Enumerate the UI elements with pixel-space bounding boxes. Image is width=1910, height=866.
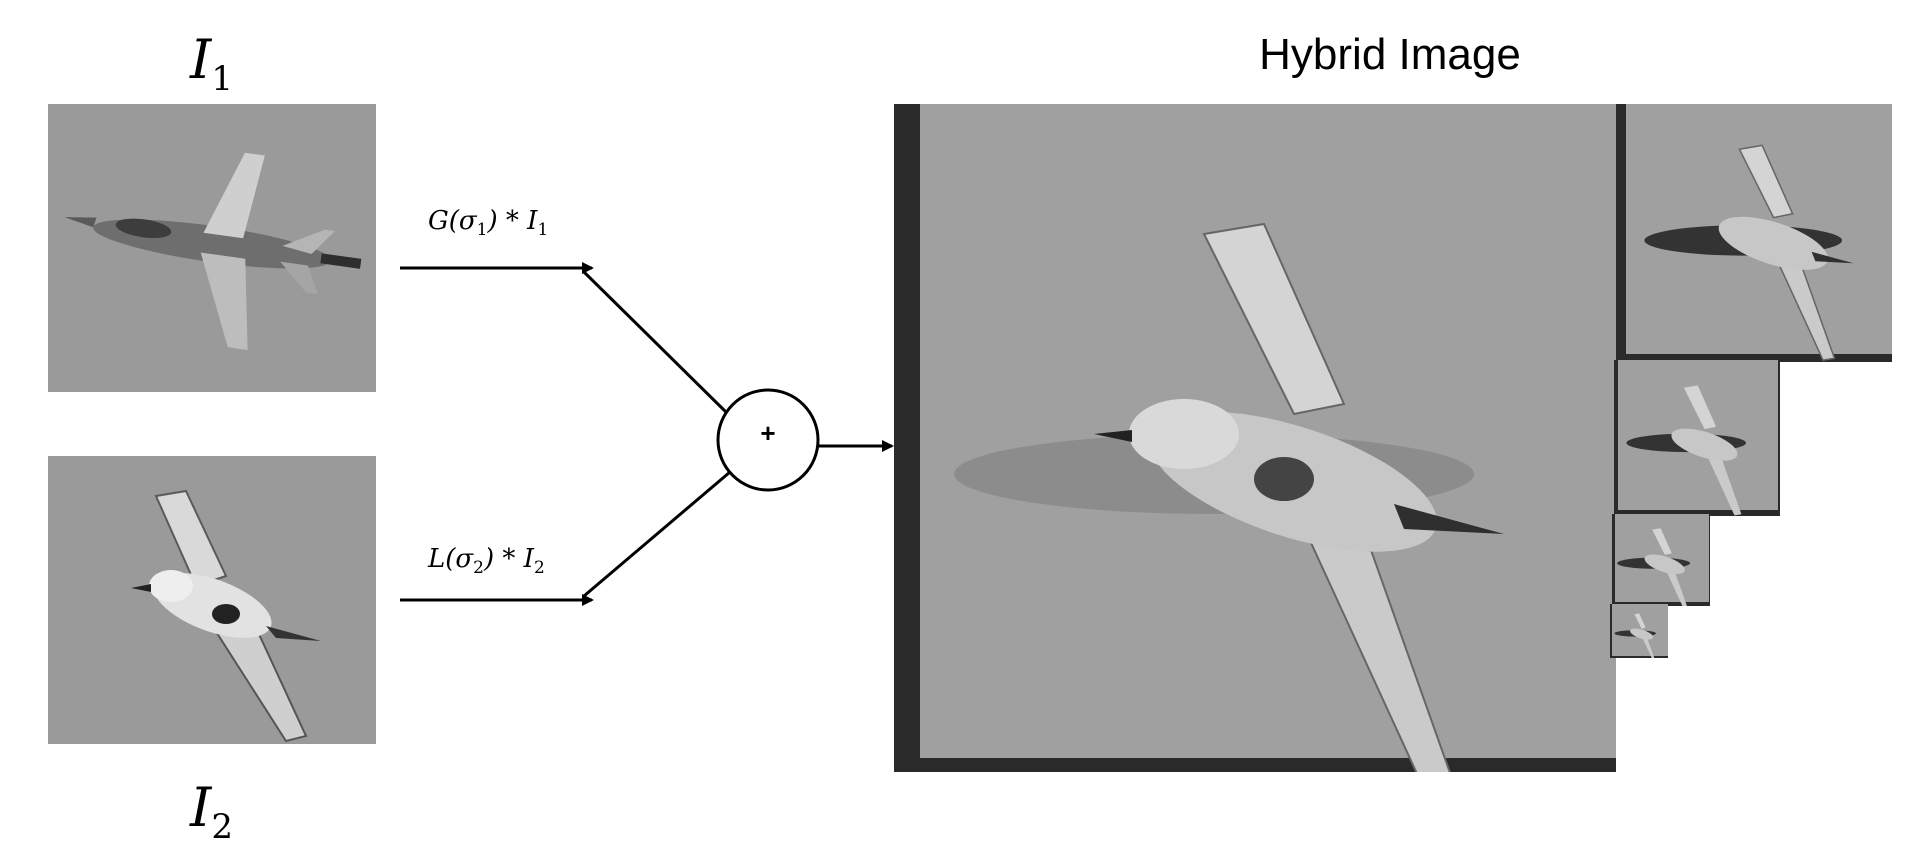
hybrid-bird-micro-icon (1612, 604, 1668, 658)
hybrid-bird-tiny-icon (1615, 514, 1709, 606)
hybrid-image-title: Hybrid Image (1259, 30, 1521, 79)
highpass-formula: L(σ2) * I2 (428, 544, 545, 579)
seagull-icon (48, 456, 376, 744)
hybrid-pyramid-level-4 (1610, 604, 1668, 658)
hybrid-bird-icon (920, 104, 1616, 772)
wire-bottom-diagonal (583, 470, 731, 598)
hybrid-pyramid-level-2 (1614, 360, 1780, 516)
fighter-jet-icon (48, 104, 376, 392)
hybrid-pyramid-level-1 (1616, 104, 1892, 362)
lowpass-formula: G(σ1) * I1 (428, 206, 549, 241)
input1-label: I1 (190, 28, 233, 99)
hybrid-image-main (894, 104, 1616, 772)
sum-node (716, 388, 820, 492)
hybrid-bird-small-icon (1626, 104, 1892, 361)
input2-seagull-image (48, 456, 376, 744)
input2-label: I2 (190, 776, 233, 847)
hybrid-bird-smaller-icon (1618, 360, 1778, 516)
hybrid-pyramid-level-3 (1612, 514, 1710, 606)
wire-top-diagonal (582, 270, 730, 416)
input1-jet-image (48, 104, 376, 392)
sum-operator: + (760, 418, 776, 448)
